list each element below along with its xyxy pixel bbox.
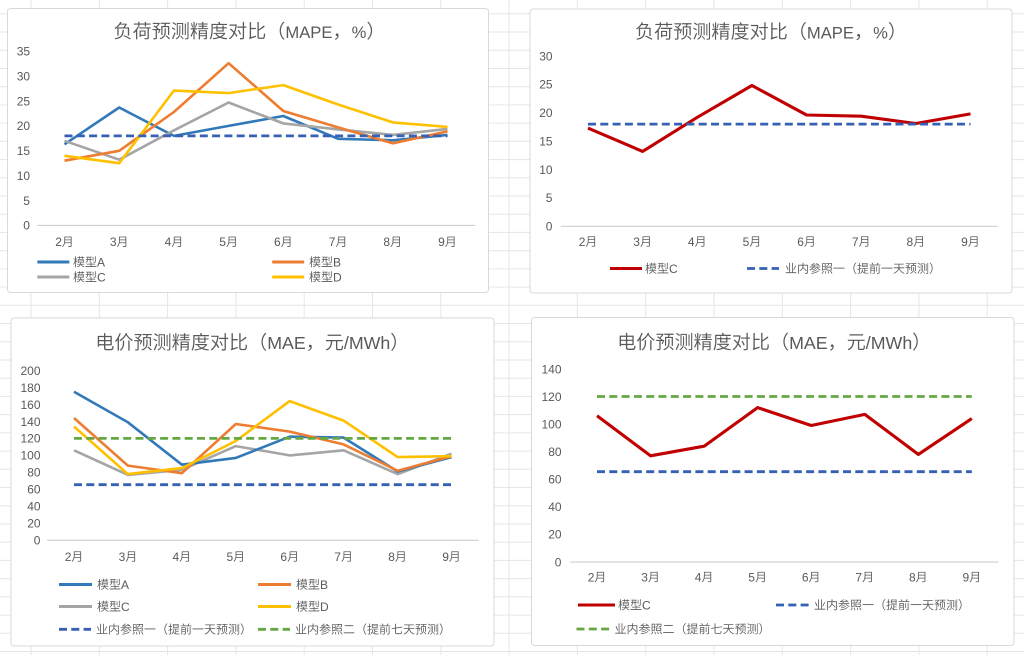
svg-text:35: 35 (17, 45, 31, 59)
svg-text:200: 200 (21, 364, 41, 378)
svg-text:10: 10 (17, 169, 31, 183)
svg-text:2: 2 (55, 235, 62, 249)
svg-text:20: 20 (548, 528, 562, 542)
svg-text:6: 6 (274, 235, 281, 249)
svg-text:80: 80 (27, 466, 41, 480)
svg-text:2: 2 (579, 235, 586, 249)
svg-text:15: 15 (539, 135, 553, 149)
svg-text:9: 9 (442, 550, 449, 564)
svg-text:0: 0 (546, 220, 553, 234)
svg-text:MAPE: MAPE (285, 23, 332, 42)
svg-text:7: 7 (852, 235, 859, 249)
svg-text:3: 3 (110, 235, 117, 249)
svg-text:30: 30 (539, 49, 553, 63)
svg-text:MAPE: MAPE (807, 23, 854, 42)
svg-text:3: 3 (119, 550, 126, 564)
svg-text:5: 5 (23, 194, 30, 208)
svg-text:MAE: MAE (789, 333, 828, 353)
svg-text:5: 5 (219, 235, 226, 249)
svg-text:B: B (320, 578, 328, 592)
svg-text:A: A (121, 578, 129, 592)
svg-text:120: 120 (21, 432, 41, 446)
svg-text:20: 20 (27, 517, 41, 531)
svg-text:4: 4 (165, 235, 172, 249)
svg-text:8: 8 (909, 570, 916, 584)
svg-text:C: C (669, 262, 678, 276)
svg-text:5: 5 (227, 550, 234, 564)
svg-text:0: 0 (555, 555, 562, 569)
svg-text:60: 60 (27, 483, 41, 497)
svg-text:C: C (642, 598, 651, 612)
svg-text:A: A (97, 255, 105, 269)
svg-text:25: 25 (17, 94, 31, 108)
svg-text:9: 9 (963, 570, 970, 584)
svg-text:5: 5 (743, 235, 750, 249)
svg-text:7: 7 (334, 550, 341, 564)
svg-text:4: 4 (173, 550, 180, 564)
svg-text:4: 4 (695, 570, 702, 584)
svg-text:180: 180 (21, 381, 41, 395)
svg-text:%: % (873, 23, 888, 42)
svg-text:25: 25 (539, 78, 553, 92)
svg-text:10: 10 (539, 163, 553, 177)
svg-text:D: D (333, 270, 342, 284)
svg-text:B: B (333, 255, 341, 269)
svg-text:MAE: MAE (267, 333, 306, 353)
svg-text:D: D (320, 600, 329, 614)
svg-text:2: 2 (65, 550, 72, 564)
svg-text:4: 4 (688, 235, 695, 249)
svg-text:6: 6 (802, 570, 809, 584)
svg-text:C: C (97, 270, 106, 284)
svg-text:/MWh: /MWh (344, 333, 390, 353)
svg-text:60: 60 (548, 473, 562, 487)
svg-text:160: 160 (21, 398, 41, 412)
svg-text:6: 6 (280, 550, 287, 564)
svg-text:8: 8 (907, 235, 914, 249)
svg-text:20: 20 (539, 106, 553, 120)
svg-text:0: 0 (34, 534, 41, 548)
svg-text:140: 140 (542, 362, 562, 376)
svg-text:15: 15 (17, 144, 31, 158)
svg-text:8: 8 (388, 550, 395, 564)
svg-text:30: 30 (17, 70, 31, 84)
svg-text:0: 0 (23, 219, 30, 233)
svg-text:/MWh: /MWh (866, 333, 912, 353)
svg-text:5: 5 (546, 191, 553, 205)
svg-text:3: 3 (641, 570, 648, 584)
svg-text:100: 100 (21, 449, 41, 463)
svg-text:140: 140 (21, 415, 41, 429)
svg-text:80: 80 (548, 445, 562, 459)
svg-text:7: 7 (329, 235, 336, 249)
svg-text:2: 2 (588, 570, 595, 584)
svg-text:20: 20 (17, 119, 31, 133)
svg-text:40: 40 (27, 500, 41, 514)
svg-text:5: 5 (748, 570, 755, 584)
svg-text:40: 40 (548, 500, 562, 514)
svg-text:9: 9 (438, 235, 445, 249)
svg-text:8: 8 (383, 235, 390, 249)
svg-text:%: % (352, 23, 367, 42)
svg-text:100: 100 (542, 417, 562, 431)
svg-text:3: 3 (633, 235, 640, 249)
svg-text:6: 6 (797, 235, 804, 249)
svg-text:C: C (121, 600, 130, 614)
svg-text:9: 9 (961, 235, 968, 249)
svg-text:120: 120 (542, 390, 562, 404)
svg-text:7: 7 (855, 570, 862, 584)
